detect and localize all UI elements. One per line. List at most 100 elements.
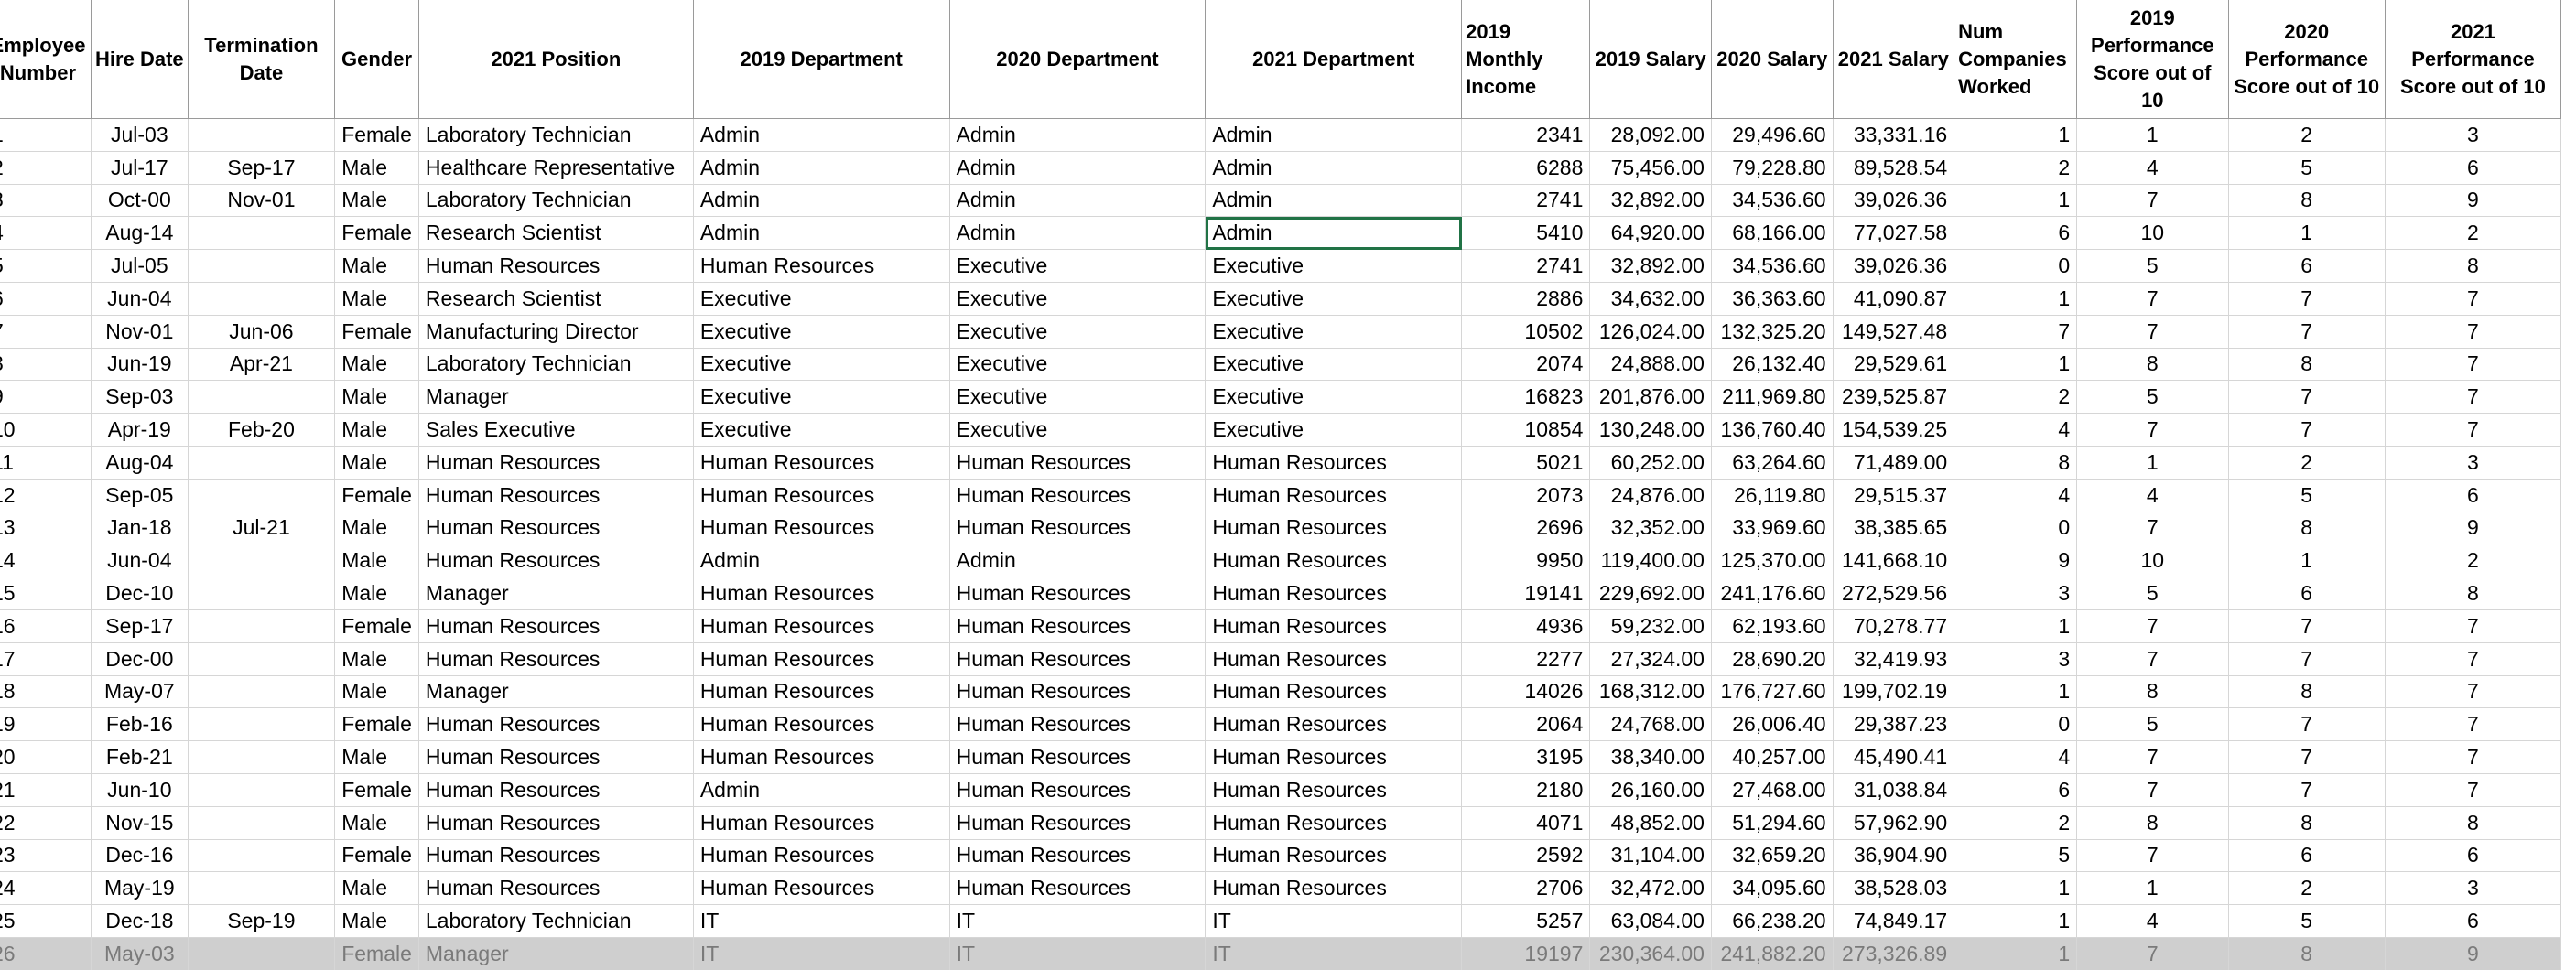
cell[interactable]: Admin	[949, 216, 1207, 251]
cell[interactable]: 1	[1954, 118, 2078, 152]
cell[interactable]: Executive	[949, 315, 1207, 349]
cell[interactable]: Jul-03	[91, 118, 189, 152]
cell[interactable]: Human Resources	[949, 707, 1207, 742]
cell[interactable]: Female	[334, 707, 419, 742]
cell[interactable]: 273,326.89	[1833, 937, 1955, 970]
cell[interactable]: 8	[2385, 577, 2562, 610]
cell[interactable]: 3	[1954, 577, 2078, 610]
cell[interactable]: Male	[334, 577, 419, 610]
cell[interactable]: Human Resources	[1205, 740, 1463, 774]
cell[interactable]: 26,006.40	[1711, 707, 1834, 742]
cell[interactable]: 39,026.36	[1833, 249, 1955, 283]
cell[interactable]: Laboratory Technician	[418, 184, 694, 218]
cell[interactable]: 7	[2385, 740, 2562, 774]
cell[interactable]: 125,370.00	[1711, 544, 1834, 578]
cell[interactable]: 32,892.00	[1589, 249, 1712, 283]
cell[interactable]: 34,536.60	[1711, 249, 1834, 283]
cell[interactable]: Human Resources	[1205, 544, 1463, 578]
cell[interactable]: 12	[0, 479, 92, 512]
cell[interactable]: 34,536.60	[1711, 184, 1834, 218]
cell[interactable]: Executive	[693, 348, 950, 382]
cell[interactable]: 8	[2228, 512, 2386, 545]
cell[interactable]: Human Resources	[418, 806, 694, 840]
cell[interactable]: Human Resources	[1205, 446, 1463, 480]
cell[interactable]: Nov-01	[188, 184, 336, 218]
cell[interactable]: Human Resources	[693, 707, 950, 742]
cell[interactable]: Human Resources	[693, 249, 950, 283]
cell[interactable]: Research Scientist	[418, 216, 694, 251]
cell[interactable]: Manager	[418, 675, 694, 709]
cell[interactable]: 32,419.93	[1833, 642, 1955, 676]
cell[interactable]: 38,528.03	[1833, 871, 1955, 906]
cell[interactable]: 4071	[1461, 806, 1591, 840]
cell[interactable]: Feb-16	[91, 707, 189, 742]
cell[interactable]: Dec-16	[91, 839, 189, 873]
cell[interactable]: Human Resources	[949, 577, 1207, 610]
cell[interactable]	[188, 806, 336, 840]
cell[interactable]: 2	[2228, 118, 2386, 152]
cell[interactable]: 11	[0, 446, 92, 480]
cell[interactable]: Executive	[949, 413, 1207, 447]
cell[interactable]: IT	[949, 904, 1207, 938]
cell[interactable]: 33,331.16	[1833, 118, 1955, 152]
cell[interactable]: 2886	[1461, 282, 1591, 316]
cell[interactable]: 63,084.00	[1589, 904, 1712, 938]
cell[interactable]: 1	[1954, 348, 2078, 382]
cell[interactable]: 7	[2076, 773, 2229, 807]
cell[interactable]: Human Resources	[949, 806, 1207, 840]
cell[interactable]: Admin	[949, 118, 1207, 152]
cell[interactable]: May-19	[91, 871, 189, 906]
cell[interactable]: Executive	[1205, 282, 1463, 316]
cell[interactable]: 2	[1954, 151, 2078, 185]
cell[interactable]: 7	[2076, 184, 2229, 218]
cell[interactable]: Human Resources	[693, 609, 950, 643]
cell[interactable]: Jun-06	[188, 315, 336, 349]
cell[interactable]: 7	[2076, 413, 2229, 447]
cell[interactable]: Human Resources	[418, 707, 694, 742]
cell[interactable]: 1	[1954, 871, 2078, 906]
cell[interactable]: Human Resources	[418, 773, 694, 807]
cell[interactable]: 57,962.90	[1833, 806, 1955, 840]
cell[interactable]: Human Resources	[693, 871, 950, 906]
cell[interactable]: 4	[1954, 740, 2078, 774]
cell[interactable]: IT	[1205, 904, 1463, 938]
cell[interactable]: 6288	[1461, 151, 1591, 185]
cell[interactable]: 28,092.00	[1589, 118, 1712, 152]
cell[interactable]: 7	[2076, 642, 2229, 676]
cell[interactable]: 17	[0, 642, 92, 676]
cell[interactable]: Jan-18	[91, 512, 189, 545]
cell[interactable]: 1	[2228, 216, 2386, 251]
cell[interactable]: 45,490.41	[1833, 740, 1955, 774]
cell[interactable]: Jun-04	[91, 282, 189, 316]
cell[interactable]: Executive	[1205, 249, 1463, 283]
cell[interactable]: Male	[334, 871, 419, 906]
cell[interactable]: Admin	[1205, 151, 1463, 185]
cell[interactable]: Human Resources	[693, 675, 950, 709]
cell[interactable]: 26,119.80	[1711, 479, 1834, 512]
cell[interactable]: 38,340.00	[1589, 740, 1712, 774]
cell[interactable]: Admin	[693, 216, 950, 251]
cell[interactable]: Human Resources	[949, 839, 1207, 873]
cell[interactable]: 3	[2385, 446, 2562, 480]
cell[interactable]: 8	[0, 348, 92, 382]
cell[interactable]: 136,760.40	[1711, 413, 1834, 447]
cell[interactable]: 7	[2385, 380, 2562, 415]
cell[interactable]: Human Resources	[1205, 609, 1463, 643]
cell[interactable]: 2064	[1461, 707, 1591, 742]
cell[interactable]: Human Resources	[1205, 675, 1463, 709]
cell[interactable]: 9950	[1461, 544, 1591, 578]
cell[interactable]: Admin	[693, 773, 950, 807]
cell[interactable]: Human Resources	[949, 479, 1207, 512]
column-header[interactable]: 2019 Department	[693, 0, 950, 119]
cell[interactable]: Nov-15	[91, 806, 189, 840]
cell[interactable]: 154,539.25	[1833, 413, 1955, 447]
cell[interactable]: 74,849.17	[1833, 904, 1955, 938]
cell[interactable]: 7	[1954, 315, 2078, 349]
column-header[interactable]: 2021 Department	[1205, 0, 1463, 119]
cell[interactable]: Executive	[693, 380, 950, 415]
column-header[interactable]: Gender	[334, 0, 419, 119]
cell[interactable]: Male	[334, 446, 419, 480]
cell[interactable]: 70,278.77	[1833, 609, 1955, 643]
cell[interactable]: 5257	[1461, 904, 1591, 938]
cell[interactable]: Human Resources	[418, 544, 694, 578]
